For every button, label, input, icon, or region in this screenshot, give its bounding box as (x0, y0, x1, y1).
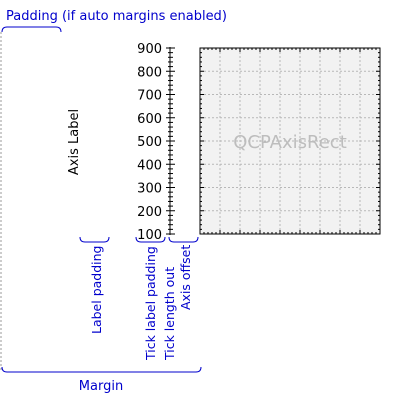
margin-brace (2, 367, 201, 372)
tick-label: 700 (137, 89, 162, 104)
tick-label: 100 (137, 228, 162, 243)
tick-label: 900 (137, 42, 162, 57)
tick-label: 400 (137, 158, 162, 173)
padding-brace (2, 27, 61, 32)
tick-label: 500 (137, 135, 162, 150)
tick-label: 300 (137, 182, 162, 197)
tick-label: 800 (137, 65, 162, 80)
tick-length-out-text: Tick length out (162, 267, 177, 361)
tick-label: 200 (137, 205, 162, 220)
axis-ticks (166, 48, 175, 234)
axis-rect-label: QCPAxisRect (233, 132, 347, 153)
tick-label-padding-text: Tick label padding (143, 246, 158, 361)
label-padding-text: Label padding (89, 246, 104, 335)
tick-label: 600 (137, 112, 162, 127)
label-padding-brace (80, 237, 109, 242)
axis-offset-text: Axis offset (178, 245, 193, 310)
tick-labels: 900 800 700 600 500 400 300 200 100 (137, 42, 162, 243)
margin-label: Margin (79, 379, 123, 394)
padding-label: Padding (if auto margins enabled) (6, 9, 227, 24)
axis-label: Axis Label (67, 109, 82, 175)
axis-offset-brace (169, 237, 198, 242)
